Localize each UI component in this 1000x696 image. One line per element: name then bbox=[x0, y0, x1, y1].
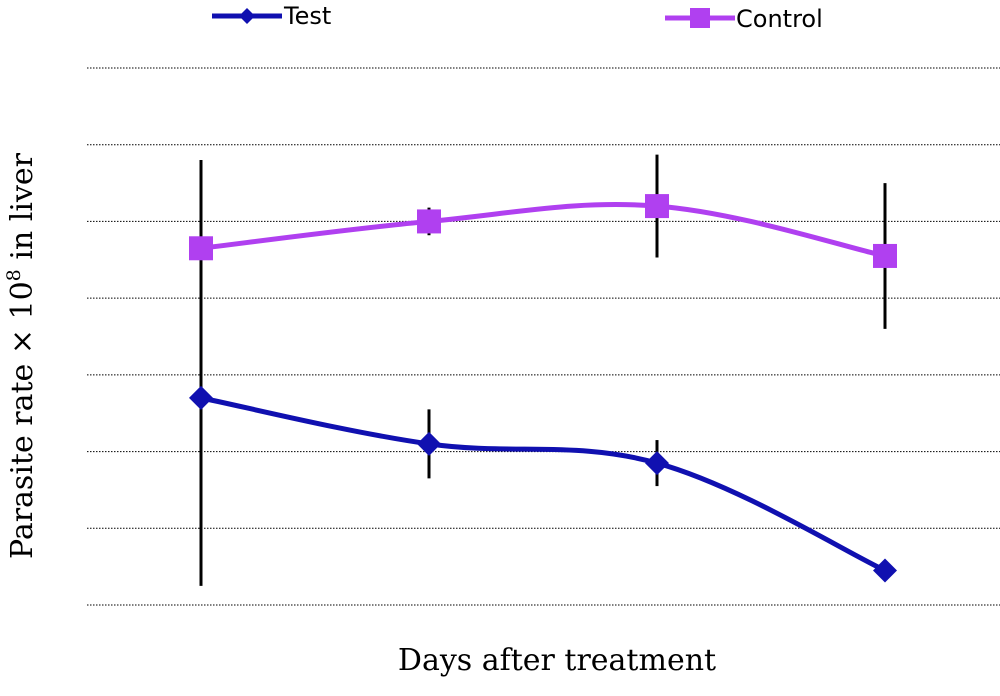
data-point-control bbox=[645, 194, 669, 219]
legend-marker-control bbox=[690, 8, 710, 28]
y-axis-label-exponent: 8 bbox=[3, 269, 25, 281]
data-point-control bbox=[873, 243, 897, 268]
series-area bbox=[189, 154, 897, 586]
data-point-control bbox=[189, 236, 213, 261]
y-axis-label-main: Parasite rate × 10 bbox=[5, 281, 40, 559]
data-point-test bbox=[417, 431, 441, 456]
y-axis-label-suffix: in liver bbox=[5, 152, 40, 269]
gridlines bbox=[87, 67, 1000, 606]
series-line-test bbox=[200, 395, 887, 573]
data-point-test bbox=[873, 558, 897, 583]
x-axis-label: Days after treatment bbox=[398, 643, 716, 678]
legend-entry-control: Control bbox=[665, 5, 823, 33]
data-point-test bbox=[189, 385, 213, 410]
data-point-test bbox=[645, 451, 669, 476]
legend-entry-test: Test bbox=[212, 2, 331, 30]
data-point-control bbox=[417, 209, 441, 234]
series-line-control bbox=[200, 202, 886, 259]
legend-label-control: Control bbox=[736, 5, 823, 33]
legend-marker-test bbox=[239, 8, 255, 24]
legend: Test Control bbox=[212, 2, 823, 33]
y-axis-label: Parasite rate × 108 in liver bbox=[3, 152, 40, 559]
legend-label-test: Test bbox=[283, 2, 331, 30]
